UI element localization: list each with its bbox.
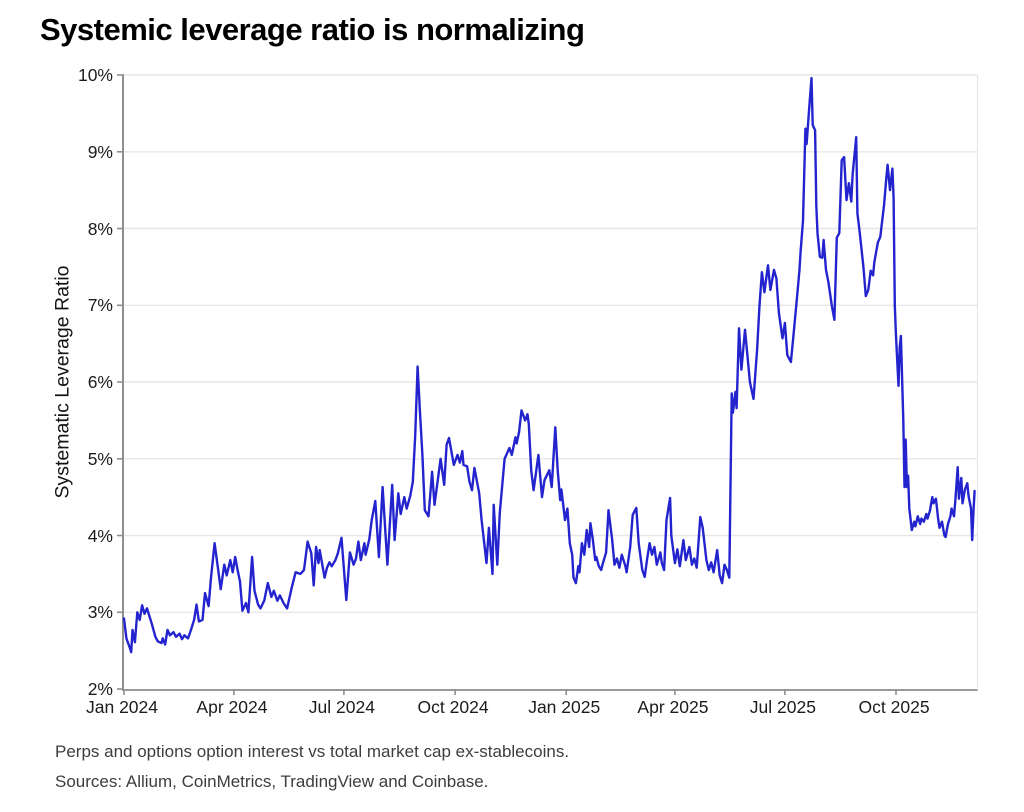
x-tick-label: Jan 2025 (528, 697, 601, 717)
x-tick-label: Oct 2024 (417, 697, 489, 717)
chart-title: Systemic leverage ratio is normalizing (40, 12, 585, 47)
x-tick-label: Jul 2025 (749, 697, 816, 717)
plot-area (117, 74, 978, 695)
y-tick-label: 10% (77, 65, 113, 85)
x-tick-label: Apr 2024 (196, 697, 268, 717)
y-tick-label: 4% (87, 525, 113, 546)
y-tick-label: 3% (87, 602, 113, 623)
sources-note: Sources: Allium, CoinMetrics, TradingVie… (55, 772, 489, 791)
leverage-line-series (122, 76, 976, 654)
y-tick-label: 9% (87, 141, 113, 162)
y-tick-label: 5% (87, 448, 113, 469)
y-tick-label: 7% (87, 295, 113, 316)
y-tick-label: 8% (87, 218, 113, 239)
x-tick-label: Apr 2025 (637, 697, 709, 717)
x-tick-label: Oct 2025 (858, 697, 930, 717)
x-tick-label: Jul 2024 (308, 697, 375, 717)
plot-svg (117, 74, 977, 695)
y-tick-label: 2% (87, 679, 113, 699)
x-tick-label: Jan 2024 (85, 697, 159, 717)
y-tick-label: 6% (87, 372, 113, 392)
footnote: Perps and options option interest vs tot… (55, 742, 570, 761)
